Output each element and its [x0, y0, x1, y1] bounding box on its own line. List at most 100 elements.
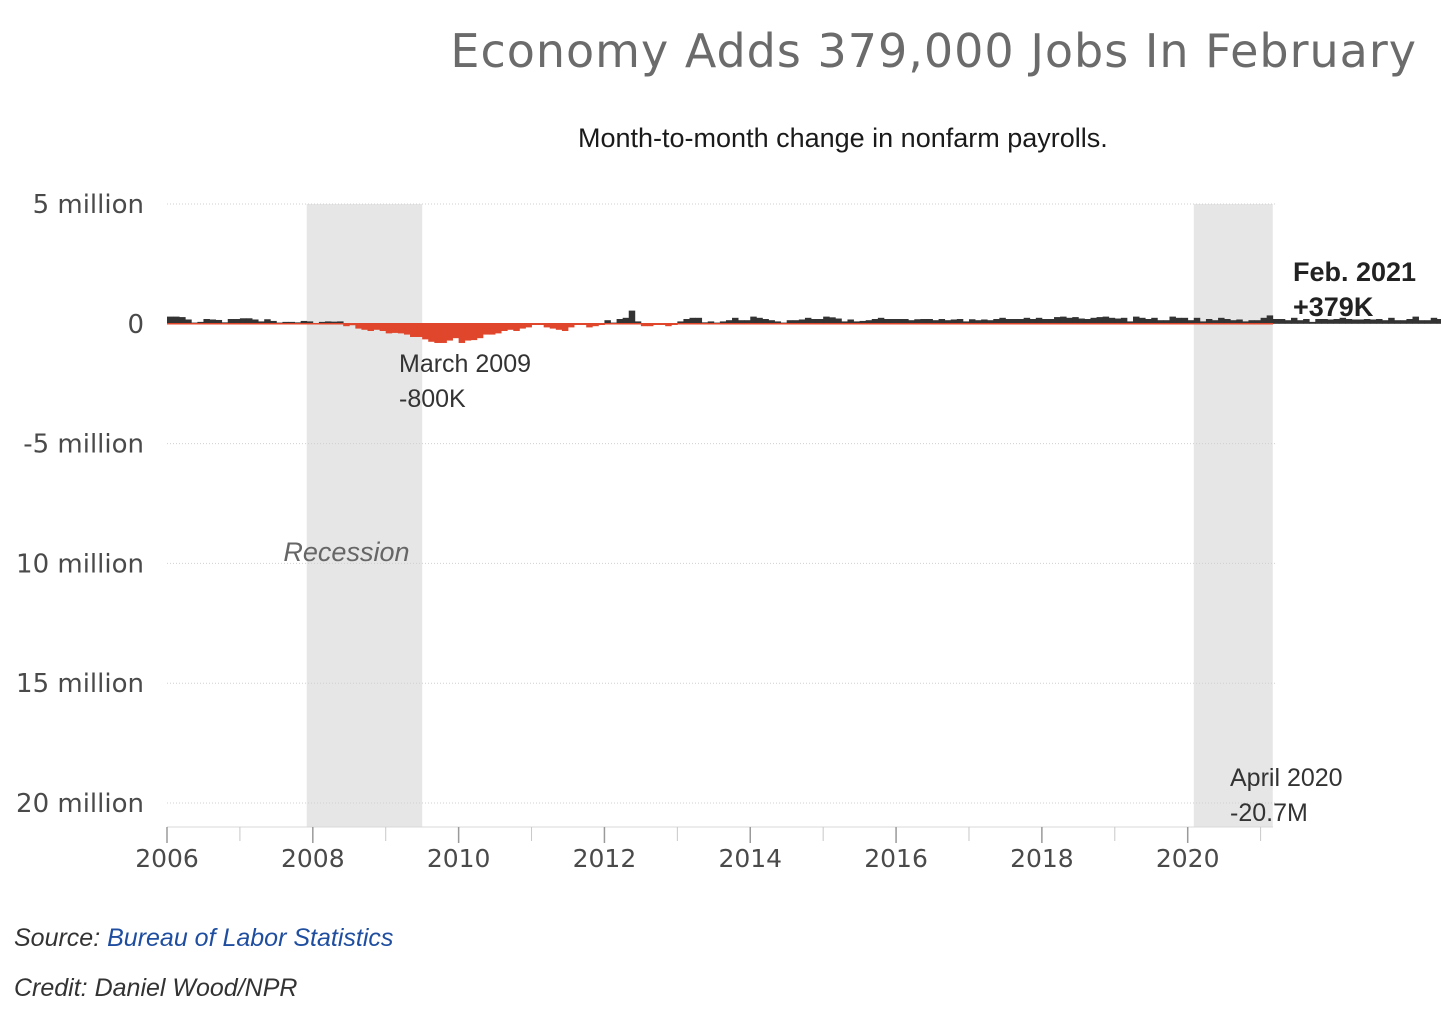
source-line: Source: Bureau of Labor Statistics	[14, 924, 393, 953]
bar	[416, 323, 423, 337]
bar	[829, 317, 836, 324]
bar	[397, 323, 405, 334]
bar	[999, 317, 1006, 324]
bar	[604, 320, 611, 324]
bar	[567, 323, 575, 328]
bar	[847, 319, 854, 324]
bar	[1047, 319, 1055, 324]
bar	[1303, 319, 1310, 324]
bar	[197, 321, 204, 324]
bar	[1272, 319, 1280, 324]
bar	[434, 323, 441, 343]
x-tick-label: 2012	[573, 844, 637, 873]
bar	[1102, 316, 1110, 324]
shaded-period-1	[306, 204, 423, 827]
bar	[646, 323, 654, 327]
annotation-line: +379K	[1293, 292, 1374, 322]
bar	[883, 319, 891, 324]
bar	[1369, 319, 1377, 324]
bar	[1126, 321, 1134, 324]
bar	[719, 321, 727, 324]
bar	[987, 320, 994, 324]
y-tick-label: 5 million	[33, 190, 144, 220]
bar	[525, 323, 532, 328]
bar	[1072, 317, 1079, 324]
bar	[1357, 319, 1365, 324]
x-tick-label: 2016	[864, 844, 928, 873]
bar	[549, 323, 557, 329]
bar	[725, 320, 733, 324]
bar	[1321, 319, 1328, 324]
bar	[1290, 317, 1298, 324]
bar	[428, 323, 435, 342]
bar	[1260, 317, 1268, 324]
bar	[1157, 320, 1164, 324]
bar	[482, 323, 490, 335]
bar	[1430, 317, 1438, 324]
chart-title: Economy Adds 379,000 Jobs In February	[450, 24, 1417, 78]
bar	[859, 320, 867, 324]
bar	[1212, 320, 1219, 324]
bar	[616, 319, 624, 324]
bar	[1181, 317, 1189, 324]
bar	[622, 317, 630, 324]
x-tick-label: 2006	[135, 844, 199, 873]
bar	[1078, 318, 1085, 324]
bar	[944, 320, 952, 324]
bar	[1388, 317, 1395, 324]
source-link[interactable]: Bureau of Labor Statistics	[107, 924, 394, 952]
bar	[227, 319, 235, 324]
bar	[1205, 319, 1213, 324]
bar	[264, 319, 271, 324]
bar	[245, 318, 253, 324]
bar	[306, 321, 314, 324]
bar	[173, 316, 180, 324]
bar	[446, 323, 453, 341]
bar	[871, 319, 879, 324]
bar	[343, 323, 350, 327]
bar	[1236, 319, 1243, 324]
bar	[367, 323, 374, 331]
bar	[470, 323, 478, 341]
bar	[1120, 317, 1128, 324]
x-tick-label: 2020	[1156, 844, 1220, 873]
bar	[440, 323, 447, 343]
bar	[592, 323, 599, 327]
bar	[908, 320, 915, 324]
bar	[270, 320, 277, 324]
bar	[914, 319, 921, 324]
x-tick-label: 2010	[427, 844, 491, 873]
bar	[932, 320, 939, 324]
bar	[379, 323, 387, 331]
bar	[841, 321, 848, 324]
bar	[962, 321, 970, 324]
recession-label: Recession	[283, 537, 409, 567]
bar	[956, 319, 964, 324]
bar	[1224, 319, 1231, 324]
annotation-line: April 2020	[1230, 764, 1343, 792]
bar	[744, 320, 751, 324]
bar	[1376, 319, 1383, 324]
bar	[762, 319, 769, 324]
bar	[561, 323, 569, 331]
bar	[1114, 318, 1122, 324]
bar	[1297, 320, 1304, 324]
bar	[1090, 317, 1097, 324]
bar	[324, 321, 332, 324]
bar	[1023, 317, 1031, 324]
bar	[975, 320, 982, 324]
bar	[1284, 320, 1292, 324]
bar	[464, 323, 472, 341]
bar	[252, 319, 259, 324]
bar	[835, 318, 842, 324]
axis-layer: 5 million 0 -5 million 10 million 15 million…	[16, 190, 1273, 873]
shaded-period-2	[1193, 204, 1273, 827]
annotation-line: -800K	[399, 385, 466, 413]
y-tick-label: 15 million	[16, 669, 144, 699]
bar	[1230, 320, 1237, 324]
bar	[282, 321, 289, 324]
bar	[689, 317, 696, 324]
bar	[239, 318, 247, 324]
bar	[774, 321, 782, 324]
bar	[889, 319, 897, 324]
